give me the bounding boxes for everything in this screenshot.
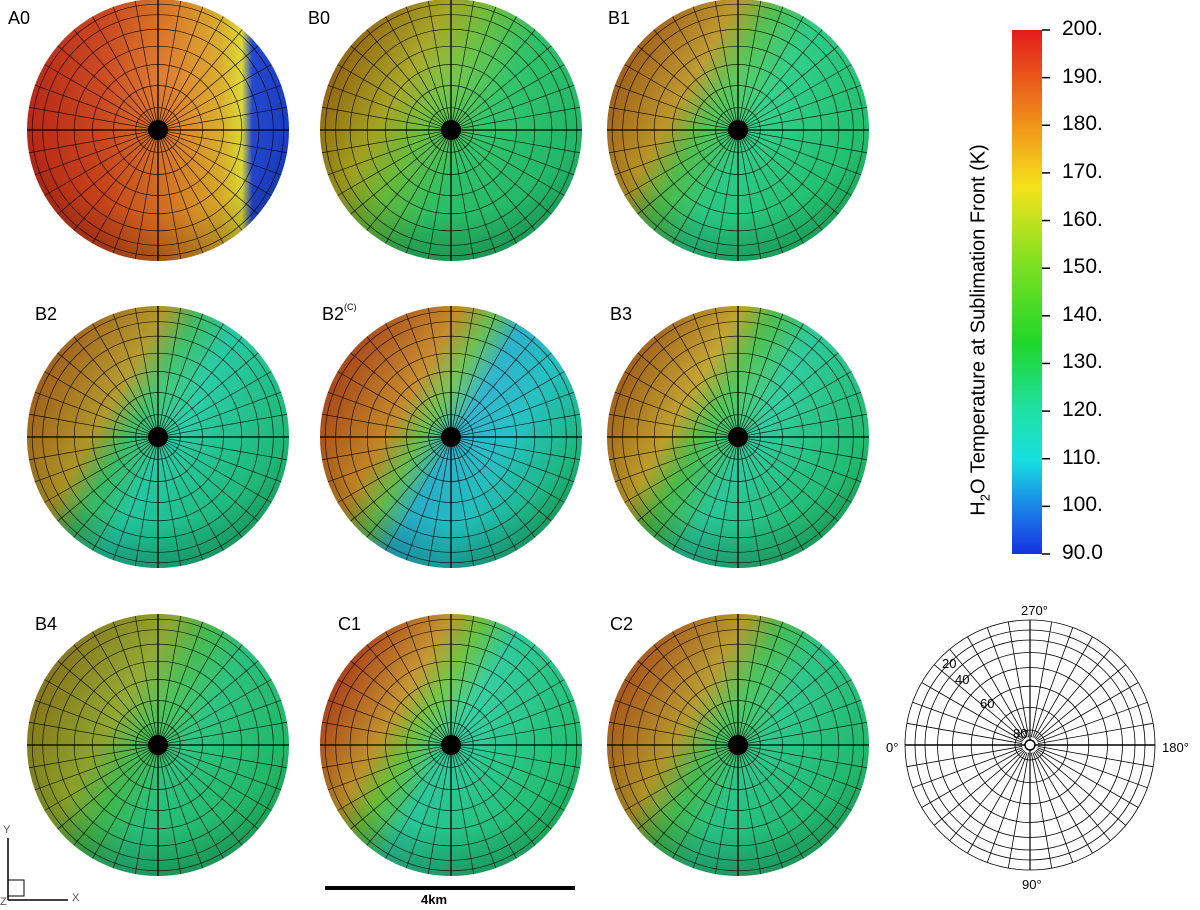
sphere-pole [728, 120, 748, 140]
sphere-panel-B2 [27, 306, 289, 568]
sphere-pole [148, 120, 168, 140]
polar-ring-label-40: 40 [955, 672, 970, 687]
polar-ring-label-80: 80 [1013, 726, 1028, 741]
polar-label-top: 270° [1021, 603, 1048, 618]
colorbar-tick-label: 180. [1062, 112, 1103, 136]
sphere-pole [728, 427, 748, 447]
panel-label-B2C: B2(C) [322, 302, 357, 324]
panel-label-A0: A0 [8, 8, 31, 28]
colorbar-tick-label: 120. [1062, 398, 1103, 422]
panel-label-C1: C1 [338, 614, 362, 634]
panel-label-B0: B0 [308, 8, 331, 28]
scale-bar [325, 886, 575, 890]
colorbar-title: H2O Temperature at Sublimation Front (K) [967, 144, 993, 516]
panel-label-B4: B4 [35, 614, 58, 634]
sphere-pole [148, 735, 168, 755]
axis-triad [7, 838, 68, 901]
colorbar-tick-label: 130. [1062, 350, 1103, 374]
colorbar-tick-label: 110. [1062, 445, 1102, 469]
polar-ring-label-20: 20 [942, 656, 957, 671]
sphere-pole [441, 735, 461, 755]
sphere-pole [148, 427, 168, 447]
sphere-panel-B2C [320, 306, 582, 568]
axis-x-label: X [72, 892, 80, 904]
polar-legend [904, 619, 1156, 871]
sphere-panel-A0 [27, 0, 289, 261]
polar-ring-label-60: 60 [980, 696, 995, 711]
colorbar-tick-label: 160. [1062, 207, 1103, 231]
sphere-pole [441, 427, 461, 447]
colorbar-gradient [1012, 30, 1042, 554]
colorbar-tick-label: 140. [1062, 302, 1103, 326]
axis-z-label: Z [0, 896, 7, 908]
colorbar [1012, 29, 1050, 555]
sphere-pole [728, 735, 748, 755]
polar-label-left: 0° [886, 740, 899, 755]
panel-label-B1: B1 [608, 8, 631, 28]
panel-label-B2: B2 [35, 304, 58, 324]
colorbar-tick-label: 150. [1062, 255, 1103, 279]
colorbar-tick-label: 190. [1062, 64, 1103, 88]
sphere-panel-B4 [27, 614, 289, 876]
sphere-panels [27, 0, 869, 876]
sphere-pole [441, 120, 461, 140]
scale-bar-label: 4km [421, 892, 448, 907]
colorbar-tick-label: 100. [1062, 493, 1103, 517]
sphere-panel-B3 [607, 306, 869, 568]
sphere-panel-C1 [320, 614, 582, 876]
colorbar-tick-label: 200. [1062, 17, 1103, 40]
sphere-panel-B0 [320, 0, 582, 261]
polar-label-bottom: 90° [1022, 877, 1042, 892]
panel-label-C2: C2 [610, 614, 634, 634]
sphere-panel-C2 [607, 614, 869, 876]
panel-label-B3: B3 [610, 304, 633, 324]
polar-label-right: 180° [1162, 740, 1189, 755]
colorbar-tick-label: 90.0 [1062, 541, 1103, 564]
axis-y-label: Y [3, 824, 11, 836]
colorbar-tick-label: 170. [1062, 159, 1103, 183]
sphere-panel-B1 [607, 0, 869, 261]
